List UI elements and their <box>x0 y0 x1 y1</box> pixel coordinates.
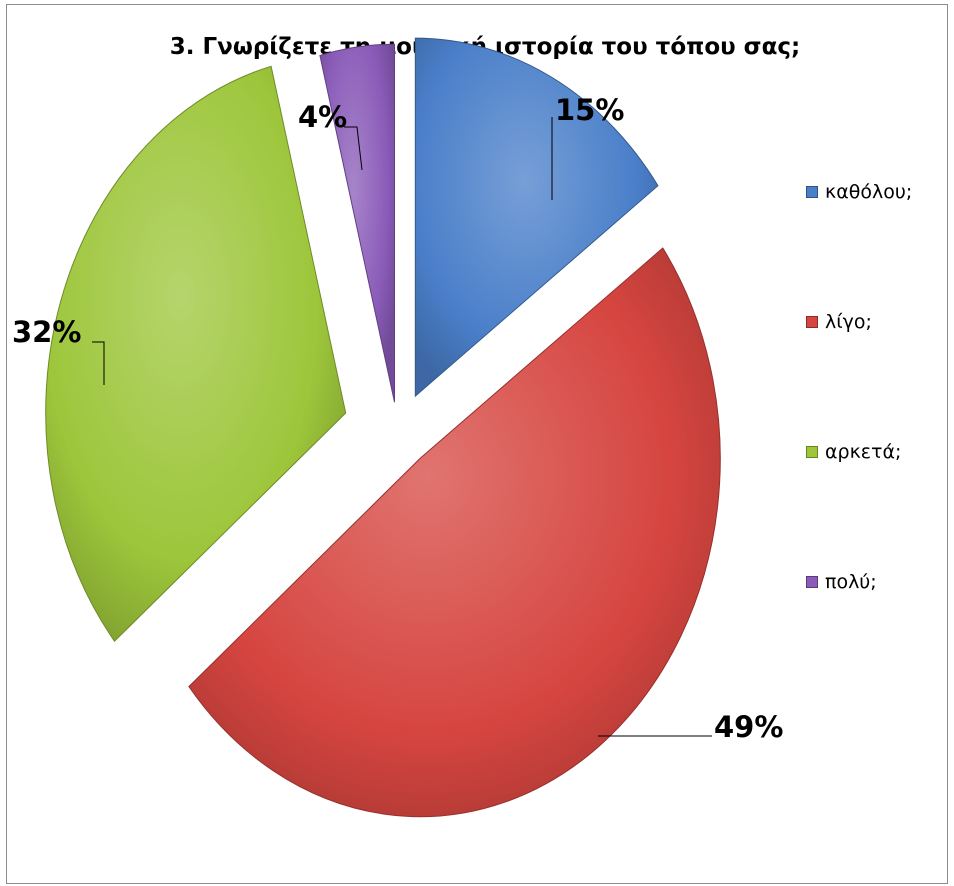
legend-swatch-poly <box>806 576 818 588</box>
legend-label-arketa: αρκετά; <box>825 441 902 463</box>
data-label-ligo: 49% <box>714 710 783 744</box>
legend-swatch-katholou <box>806 186 818 198</box>
data-label-poly: 4% <box>298 100 347 134</box>
legend-item-katholou: καθόλου; <box>806 181 912 203</box>
legend-item-poly: πολύ; <box>806 571 877 593</box>
legend-swatch-ligo <box>806 316 818 328</box>
legend-swatch-arketa <box>806 446 818 458</box>
pie-slice-katholou <box>414 37 659 398</box>
data-label-katholou: 15% <box>555 93 624 127</box>
leader-line-arketa <box>92 341 105 385</box>
legend-label-ligo: λίγο; <box>825 311 872 333</box>
legend-label-katholou: καθόλου; <box>825 181 913 203</box>
pie-slice-ligo <box>188 247 721 818</box>
pie-slice-arketa <box>45 65 347 642</box>
pie-slice-poly <box>319 43 395 403</box>
legend-item-ligo: λίγο; <box>806 311 872 333</box>
leader-line-poly <box>344 126 363 171</box>
data-label-arketa: 32% <box>12 315 81 349</box>
legend: καθόλου; λίγο; αρκετά; πολύ; <box>806 0 946 886</box>
legend-item-arketa: αρκετά; <box>806 441 901 463</box>
legend-label-poly: πολύ; <box>825 571 877 593</box>
